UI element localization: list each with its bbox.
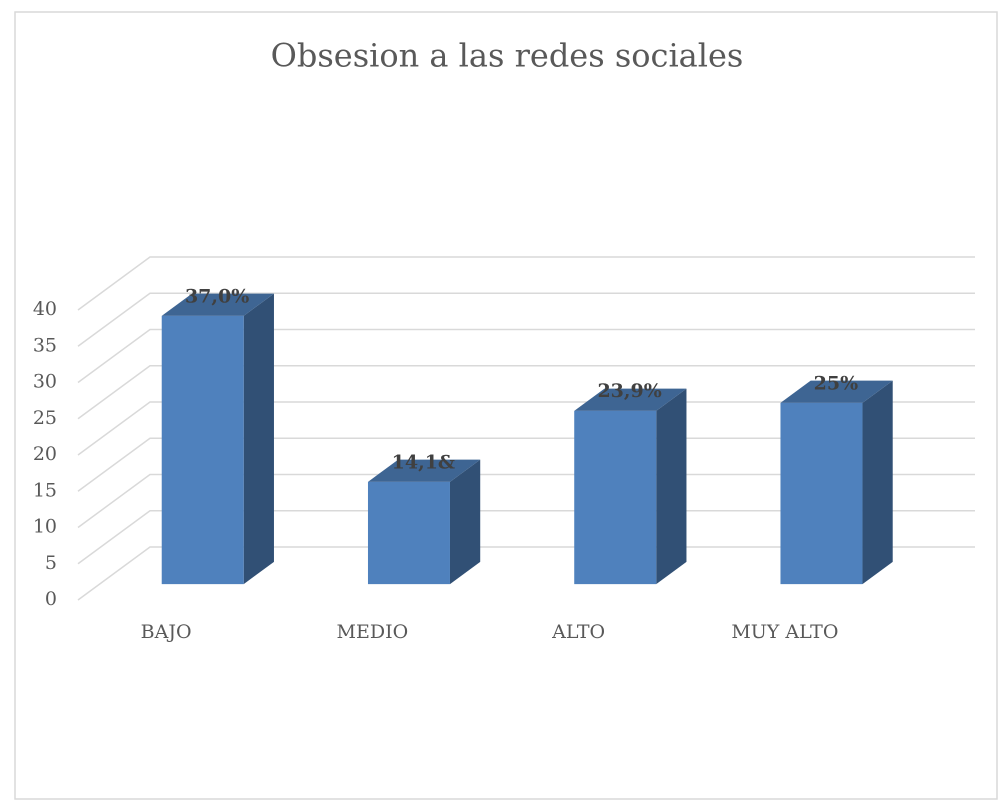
bar	[780, 380, 893, 585]
bar-front	[161, 315, 244, 585]
grid-line	[77, 510, 975, 565]
bar	[161, 293, 274, 585]
bar-side	[862, 380, 893, 585]
grid-line	[77, 473, 975, 529]
grid-line	[77, 328, 975, 384]
bar-front	[574, 410, 657, 585]
bar-top	[367, 459, 481, 482]
y-tick-label: 30	[33, 371, 57, 393]
x-tick-label: BAJO	[141, 621, 192, 643]
data-label: 23,9%	[597, 380, 661, 402]
bar	[367, 459, 481, 585]
data-label: 25%	[814, 372, 859, 394]
bar-top	[161, 293, 274, 316]
bar-front	[367, 481, 450, 585]
y-tick-label: 5	[45, 552, 57, 574]
bar	[574, 388, 687, 585]
data-label: 14,1&	[392, 451, 455, 473]
grid-line	[77, 365, 975, 420]
y-tick-label: 0	[45, 588, 57, 610]
y-tick-label: 20	[33, 443, 57, 465]
grid-line	[77, 437, 975, 492]
bar-top	[574, 388, 687, 411]
x-tick-label: MEDIO	[337, 621, 409, 643]
y-tick-label: 25	[33, 407, 57, 429]
bar-front	[780, 402, 863, 585]
grid-line	[77, 546, 975, 601]
x-tick-label: MUY ALTO	[731, 621, 838, 643]
grid-line	[77, 401, 975, 456]
y-tick-label: 40	[33, 298, 57, 320]
bar-side	[449, 459, 481, 585]
data-label: 37,0%	[185, 285, 249, 307]
grid-line	[77, 292, 975, 347]
bar-side	[656, 388, 687, 585]
y-tick-label: 15	[33, 479, 57, 501]
chart-title: Obsesion a las redes sociales	[271, 37, 744, 75]
grid-line	[77, 256, 975, 311]
y-tick-label: 10	[33, 516, 57, 538]
y-tick-label: 35	[33, 334, 57, 356]
x-tick-label: ALTO	[551, 621, 605, 643]
bar-side	[243, 293, 274, 585]
bar-top	[780, 380, 893, 403]
